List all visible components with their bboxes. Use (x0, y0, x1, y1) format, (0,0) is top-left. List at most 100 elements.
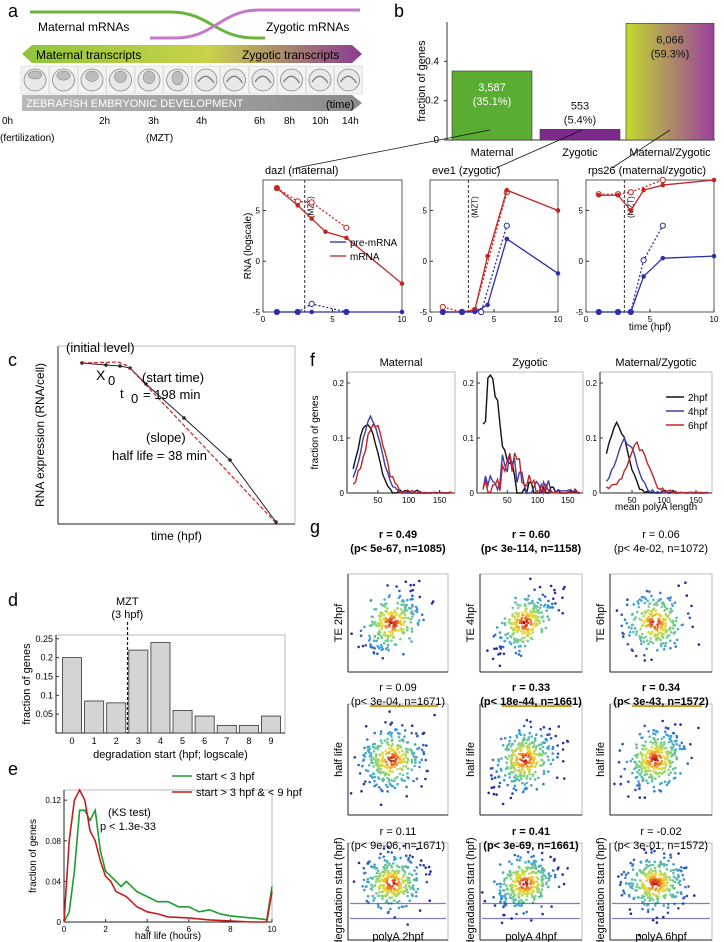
scatter-point (522, 892, 525, 896)
scatter-point (697, 643, 701, 646)
panel-label-c: c (8, 350, 17, 370)
scatter-point (649, 621, 652, 624)
scatter-point (412, 779, 415, 783)
scatter-point (386, 646, 389, 649)
scatter-point (673, 723, 677, 726)
scatter-point (640, 756, 644, 759)
y-tick-label: 0.1 (40, 690, 53, 700)
scatter-point (399, 744, 402, 748)
scatter-point (642, 596, 646, 599)
scatter-point (410, 630, 414, 633)
scatter-point (661, 629, 664, 632)
x-tick-label: 0 (70, 736, 75, 746)
scatter-point (520, 868, 524, 872)
bar (539, 129, 621, 141)
scatter-point (619, 782, 622, 786)
scatter-point (551, 606, 554, 609)
scatter-point (400, 759, 403, 762)
scatter-point (390, 731, 394, 735)
scatter-point (393, 786, 397, 790)
scatter-point (619, 775, 623, 778)
scatter-point (659, 744, 662, 747)
scatter-point (515, 777, 519, 781)
scatter-point (691, 625, 694, 629)
scatter-point (640, 595, 644, 599)
scatter-point (640, 753, 644, 757)
scatter-point (521, 627, 525, 630)
scatter-point (650, 749, 653, 753)
scatter-point (404, 854, 408, 857)
scatter-point (538, 621, 541, 625)
scatter-point (503, 617, 507, 620)
scatter-point (380, 870, 384, 874)
scatter-point (644, 635, 648, 639)
scatter-point (640, 642, 643, 646)
scatter-point (654, 747, 658, 750)
scatter-point (381, 779, 385, 783)
y-tick-label: -5 (420, 308, 428, 317)
scatter-point (384, 609, 387, 613)
scatter-point (415, 608, 419, 611)
scatter-point (528, 777, 532, 780)
stat-r-label: r = 0.49 (379, 529, 417, 541)
scatter-point (656, 738, 659, 741)
scatter-point (410, 768, 414, 771)
scatter-point (509, 759, 513, 763)
scatter-point (519, 639, 522, 642)
scatter-point (504, 892, 507, 896)
scatter-point (529, 892, 532, 895)
scatter-point (542, 604, 546, 608)
scatter-point (640, 632, 644, 636)
scatter-point (389, 907, 392, 911)
legend-label: 2hpf (688, 393, 708, 404)
scatter-point (419, 863, 422, 867)
scatter-point (493, 633, 497, 637)
scatter-point (385, 752, 388, 755)
scatter-point (381, 647, 385, 651)
scatter-point (516, 875, 520, 878)
scatter-point (646, 759, 650, 763)
scatter-point (517, 769, 520, 772)
scatter-point (529, 610, 532, 613)
scatter-point (619, 883, 622, 887)
scatter-point (545, 883, 548, 886)
timepoint-label: 2h (99, 116, 110, 127)
scatter-point (635, 872, 639, 875)
scatter-point (653, 738, 656, 741)
time-label: (time) (326, 99, 354, 111)
scatter-point (393, 643, 397, 646)
scatter-point (511, 890, 514, 894)
scatter-point (536, 609, 539, 612)
bar (238, 725, 259, 734)
scatter-point (649, 625, 653, 628)
scatter-point (650, 631, 654, 635)
scatter-point (507, 892, 510, 895)
scatter-point (407, 776, 410, 780)
scatter-point (642, 636, 646, 640)
scatter-point (513, 754, 517, 757)
scatter-point (392, 615, 396, 618)
scatter-point (518, 649, 521, 653)
scatter-point (644, 888, 648, 892)
scatter-point (380, 603, 383, 606)
scatter-point (505, 884, 508, 887)
scatter-point (653, 613, 657, 617)
scatter-point (392, 875, 396, 878)
scatter-point (665, 867, 669, 871)
scatter-x-label: polyA 2hpf (372, 931, 424, 942)
scatter-point (510, 862, 513, 866)
x-axis-label: degradation start (hpf; logscale) (93, 749, 248, 761)
polyA-line (352, 414, 453, 494)
scatter-point (667, 875, 671, 879)
scatter-point (364, 644, 368, 647)
scatter-point (393, 609, 397, 612)
mrna-line-point (660, 182, 666, 188)
scatter-point (510, 780, 514, 783)
scatter-point (651, 609, 654, 613)
scatter-point (521, 781, 524, 785)
x-category-label: Maternal (471, 147, 514, 159)
scatter-point (658, 750, 662, 753)
scatter-point (539, 743, 543, 746)
scatter-point (648, 612, 651, 616)
scatter-point (527, 761, 530, 764)
